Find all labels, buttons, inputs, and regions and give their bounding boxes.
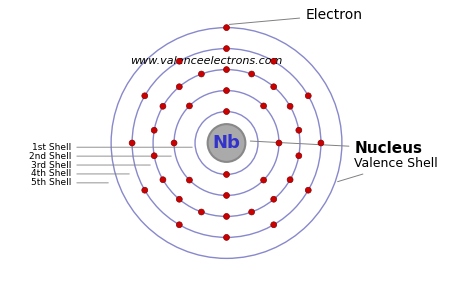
Circle shape xyxy=(249,209,255,215)
Text: www.valenceelectrons.com: www.valenceelectrons.com xyxy=(130,56,283,66)
Circle shape xyxy=(271,196,277,202)
Text: 5th Shell: 5th Shell xyxy=(31,178,109,187)
Circle shape xyxy=(171,140,177,146)
Circle shape xyxy=(224,192,229,198)
Circle shape xyxy=(142,93,148,99)
Circle shape xyxy=(224,67,229,73)
Text: 2nd Shell: 2nd Shell xyxy=(29,152,171,161)
Text: Nucleus: Nucleus xyxy=(250,141,422,156)
Circle shape xyxy=(151,127,157,133)
Circle shape xyxy=(224,172,229,177)
Circle shape xyxy=(186,103,192,109)
Text: Nb: Nb xyxy=(212,134,240,152)
Circle shape xyxy=(271,84,277,90)
Circle shape xyxy=(305,93,311,99)
Circle shape xyxy=(287,177,293,183)
Circle shape xyxy=(199,71,204,77)
Circle shape xyxy=(142,187,148,193)
Circle shape xyxy=(224,88,229,94)
Circle shape xyxy=(296,153,302,159)
Circle shape xyxy=(224,46,229,51)
Text: 1st Shell: 1st Shell xyxy=(32,143,192,152)
Circle shape xyxy=(176,222,182,228)
Circle shape xyxy=(176,196,182,202)
Circle shape xyxy=(224,109,229,114)
Circle shape xyxy=(287,103,293,109)
Circle shape xyxy=(261,103,266,109)
Circle shape xyxy=(271,58,277,64)
Text: 4th Shell: 4th Shell xyxy=(31,169,129,178)
Circle shape xyxy=(249,71,255,77)
Circle shape xyxy=(305,187,311,193)
Circle shape xyxy=(296,127,302,133)
Circle shape xyxy=(261,177,266,183)
Circle shape xyxy=(318,140,324,146)
Text: 3rd Shell: 3rd Shell xyxy=(31,160,150,170)
Circle shape xyxy=(224,25,229,31)
Circle shape xyxy=(208,124,246,162)
Circle shape xyxy=(160,103,166,109)
Circle shape xyxy=(276,140,282,146)
Text: Valence Shell: Valence Shell xyxy=(337,158,438,182)
Circle shape xyxy=(176,84,182,90)
Circle shape xyxy=(271,222,277,228)
Circle shape xyxy=(199,209,204,215)
Circle shape xyxy=(224,213,229,219)
Circle shape xyxy=(224,235,229,240)
Circle shape xyxy=(129,140,135,146)
Text: Electron: Electron xyxy=(229,8,362,24)
Circle shape xyxy=(160,177,166,183)
Circle shape xyxy=(151,153,157,159)
Circle shape xyxy=(176,58,182,64)
Circle shape xyxy=(186,177,192,183)
